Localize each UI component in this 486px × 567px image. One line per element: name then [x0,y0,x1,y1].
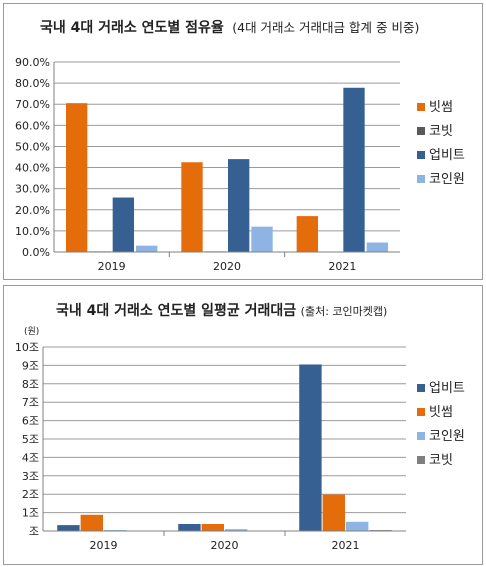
share-legend-swatch [417,175,425,183]
volume-legend-label: 코빗 [429,453,453,468]
volume-chart-axes: 조 1조 2조 3조 4조 5조 6조 7조 8조 9조 10조 2019 2020 2021 [15,341,406,552]
volume-chart-title: 국내 4대 거래소 연도별 일평균 거래대금 [56,302,296,319]
share-x-tick-label: 2019 [98,260,126,273]
share-legend-swatch [417,151,425,159]
share-chart-title-line: 국내 4대 거래소 연도별 점유율 (4대 거래소 거래대금 합계 중 비중) [40,19,419,36]
share-bar-빗썸-2021 [296,216,318,252]
share-chart-subtitle: (4대 거래소 거래대금 합계 중 비중) [232,20,419,35]
volume-chart-title-line: 국내 4대 거래소 연도별 일평균 거래대금 (출처: 코인마켓캡) [56,302,387,319]
volume-y-tick-label: 10조 [15,341,39,354]
share-chart-bars [65,87,389,253]
volume-y-tick-label: 2조 [22,488,39,501]
volume-bar-빗썸-2019 [80,514,103,531]
share-bar-업비트-2019 [112,197,135,252]
volume-y-tick-label: 5조 [22,433,39,446]
share-bar-코인원-2020 [251,226,273,252]
share-x-tick-label: 2021 [328,260,356,273]
share-legend-swatch [417,103,425,111]
volume-y-tick-label: 9조 [22,359,39,372]
volume-bar-업비트-2021 [299,364,322,531]
volume-bar-빗썸-2020 [201,524,224,531]
share-y-tick-label: 10.0% [15,225,50,238]
share-y-tick-label: 40.0% [15,162,50,175]
share-bar-업비트-2021 [343,87,365,252]
share-legend-label: 빗썸 [429,100,453,115]
share-legend-label: 업비트 [429,148,465,163]
share-y-tick-label: 20.0% [15,204,50,217]
volume-chart-bars [57,364,392,532]
volume-legend-label: 빗썸 [429,405,453,420]
share-x-tick-label: 2020 [213,260,241,273]
share-y-tick-label: 70.0% [15,98,50,111]
volume-chart-panel: 국내 4대 거래소 연도별 일평균 거래대금 (출처: 코인마켓캡) (원) 조… [3,285,483,565]
share-bar-코인원-2019 [136,245,158,252]
volume-bar-업비트-2019 [57,525,80,531]
volume-bar-업비트-2020 [178,524,201,531]
share-y-tick-label: 50.0% [15,140,50,153]
volume-chart-subtitle: (출처: 코인마켓캡) [301,305,388,318]
volume-y-tick-label: 1조 [22,507,39,520]
share-chart: 국내 4대 거래소 연도별 점유율 (4대 거래소 거래대금 합계 중 비중) … [15,19,465,273]
share-bar-빗썸-2019 [65,103,88,253]
share-chart-panel: 국내 4대 거래소 연도별 점유율 (4대 거래소 거래대금 합계 중 비중) … [3,3,483,280]
share-y-tick-label: 90.0% [15,56,50,69]
volume-bar-빗썸-2021 [322,494,345,531]
share-chart-axes: 0.0% 10.0% 20.0% 30.0% 40.0% 50.0% 60.0% 70.0% 8… [15,56,400,273]
share-y-tick-label: 30.0% [15,183,50,196]
share-legend-label: 코빗 [429,124,453,139]
volume-y-tick-label: 7조 [22,396,39,409]
volume-x-tick-label: 2019 [90,539,118,552]
volume-bar-코인원-2021 [346,521,369,531]
volume-y-tick-label: 6조 [22,415,39,428]
volume-legend-label: 업비트 [429,381,465,396]
share-legend-swatch [417,127,425,135]
share-bar-업비트-2020 [228,159,250,252]
share-bar-빗썸-2020 [181,162,203,252]
volume-y-tick-label: 8조 [22,378,39,391]
share-y-tick-label: 0.0% [22,246,50,259]
share-chart-title: 국내 4대 거래소 연도별 점유율 [40,19,224,36]
volume-y-tick-label: 4조 [22,451,39,464]
share-chart-gridlines [54,61,400,232]
volume-legend-swatch [417,432,425,440]
volume-y-tick-label: 3조 [22,470,39,483]
volume-legend-label: 코인원 [429,429,465,444]
volume-chart-unit-label: (원) [24,326,39,337]
volume-x-tick-label: 2021 [332,539,360,552]
volume-y-tick-label: 조 [29,525,39,538]
share-y-tick-label: 80.0% [15,77,50,90]
volume-chart: 국내 4대 거래소 연도별 일평균 거래대금 (출처: 코인마켓캡) (원) 조… [15,302,465,552]
volume-legend-swatch [417,456,425,464]
share-y-tick-label: 60.0% [15,119,50,132]
share-bar-코인원-2021 [366,242,389,252]
volume-legend-swatch [417,384,425,392]
volume-chart-gridlines [43,346,406,514]
volume-legend-swatch [417,408,425,416]
volume-bar-코인원-2020 [225,529,248,531]
share-legend-label: 코인원 [429,172,465,187]
volume-x-tick-label: 2020 [211,539,239,552]
